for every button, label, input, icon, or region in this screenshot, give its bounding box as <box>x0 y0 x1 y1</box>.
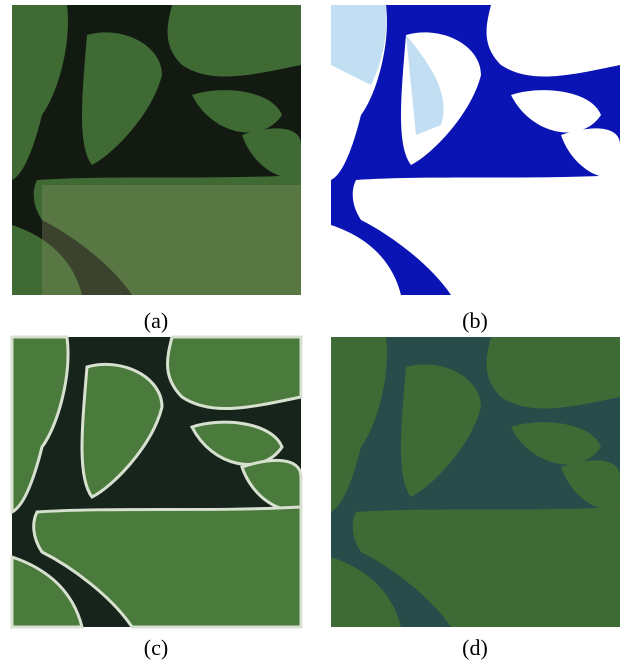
caption: (c) <box>144 635 168 660</box>
page: (a) (b) (c) (d) (() => { const data = JS… <box>0 0 624 661</box>
panel-c-image <box>12 337 301 627</box>
panel-a-image <box>12 5 301 295</box>
panel-d-image <box>331 337 620 627</box>
figure: (a) (b) (c) (d) <box>0 0 624 661</box>
caption: (d) <box>462 635 488 660</box>
caption: (b) <box>462 308 488 333</box>
caption: (a) <box>144 308 168 333</box>
panel-b-image <box>331 5 620 295</box>
